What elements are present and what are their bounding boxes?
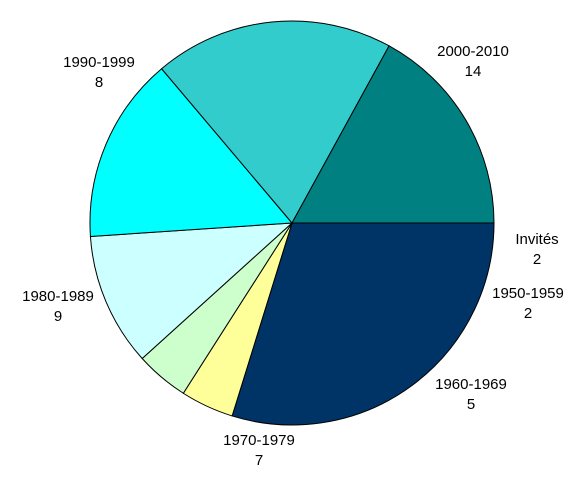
data-label-value: 5	[467, 396, 475, 413]
pie-slices	[89, 20, 495, 426]
data-label-value: 8	[95, 74, 103, 91]
data-label-category: 2000-2010	[437, 43, 509, 60]
pie-slice-1960-1969	[89, 222, 294, 360]
data-label-value: 2	[533, 251, 541, 268]
data-label-category: 1960-1969	[435, 376, 507, 393]
data-label-value: 2	[524, 305, 532, 322]
data-label-category: 1950-1959	[492, 285, 564, 302]
data-label-value: 7	[255, 452, 263, 469]
pie-slice-1990-1999	[291, 45, 495, 224]
pie-slice-2000-2010	[231, 222, 495, 426]
data-label-value: 14	[465, 63, 482, 80]
data-label-category: 1990-1999	[63, 54, 135, 71]
data-label-category: 1970-1979	[223, 432, 295, 449]
pie-slice-1970-1979	[89, 68, 294, 238]
data-label-category: 1980-1989	[22, 288, 94, 305]
pie-slice-1980-1989	[160, 20, 390, 224]
data-label-category: Invités	[515, 231, 558, 248]
data-label-value: 9	[54, 308, 62, 325]
pie-labels: 2000-2010 14 Invités 2 1950-1959 2 1960-1969 5 1…	[22, 43, 564, 469]
